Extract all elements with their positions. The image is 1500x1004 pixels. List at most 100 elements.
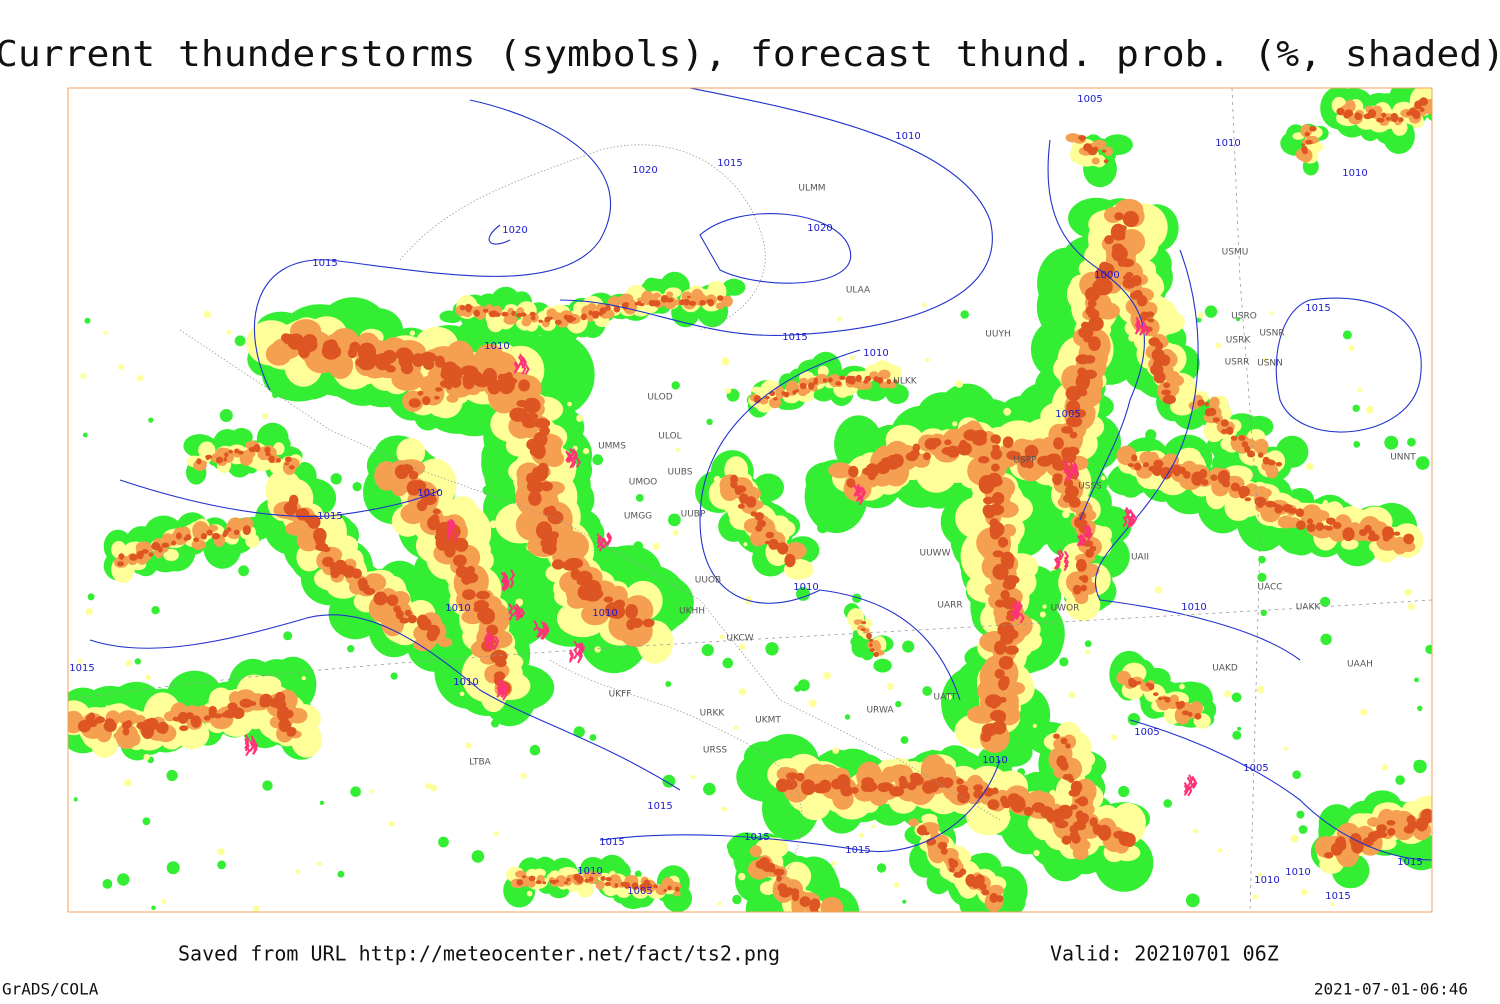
probability-speck [409, 330, 415, 336]
probability-cell [505, 372, 513, 381]
probability-cell [810, 886, 860, 912]
station-code: USNR [1259, 329, 1284, 339]
probability-cell [223, 457, 227, 462]
probability-cell [396, 438, 426, 467]
probability-speck [925, 357, 930, 362]
probability-cell [866, 632, 872, 640]
probability-cell [330, 345, 342, 358]
probability-cell [1309, 126, 1317, 132]
probability-cell [518, 379, 530, 392]
probability-cell [224, 452, 229, 458]
probability-cell [1239, 494, 1246, 499]
probability-cell [1161, 389, 1171, 396]
probability-speck [1305, 462, 1314, 471]
probability-cell [503, 314, 518, 325]
probability-speck [102, 879, 113, 889]
probability-speck [1320, 633, 1332, 645]
probability-cell [1085, 549, 1094, 558]
probability-cell [118, 553, 125, 560]
probability-cell [666, 297, 674, 303]
probability-cell [587, 315, 594, 322]
probability-speck [895, 700, 902, 708]
probability-cell [211, 532, 221, 540]
probability-cell [520, 312, 527, 317]
probability-speck [1063, 867, 1071, 874]
probability-cell [998, 696, 1007, 703]
probability-cell [765, 396, 770, 400]
station-code: ULAA [846, 286, 871, 296]
station-code: USRR [1225, 358, 1250, 368]
probability-cell [1305, 139, 1313, 145]
probability-cell [1336, 107, 1345, 116]
probability-cell [978, 456, 990, 464]
probability-cell [682, 298, 690, 306]
probability-cell [1167, 371, 1180, 379]
probability-cell [1403, 533, 1415, 545]
probability-speck [301, 676, 306, 681]
probability-cell [206, 529, 213, 536]
probability-cell [949, 866, 955, 873]
probability-speck [84, 317, 91, 324]
probability-cell [570, 317, 577, 321]
probability-speck [471, 850, 485, 863]
probability-speck [722, 657, 734, 669]
probability-cell [386, 594, 399, 607]
probability-cell [761, 862, 772, 872]
probability-cell [286, 709, 294, 719]
probability-cell [1204, 401, 1210, 407]
probability-cell [555, 879, 559, 883]
probability-speck [756, 747, 769, 760]
probability-cell [773, 868, 785, 876]
probability-cell [978, 475, 995, 494]
probability-speck [1260, 609, 1268, 616]
station-code: ULOD [647, 393, 672, 403]
probability-cell [1295, 508, 1305, 517]
probability-cell [1381, 112, 1387, 118]
probability-speck [1128, 334, 1136, 342]
probability-cell [423, 358, 435, 370]
probability-speck [1352, 404, 1360, 412]
isobar-label: 1010 [1215, 138, 1240, 149]
probability-cell [1222, 480, 1231, 488]
probability-cell [991, 787, 999, 795]
probability-cell [923, 452, 931, 461]
probability-cell [148, 552, 154, 557]
station-code: UUOB [695, 576, 721, 586]
probability-cell [899, 779, 909, 789]
probability-cell [540, 481, 553, 492]
probability-speck [482, 485, 493, 496]
probability-cell [1265, 464, 1279, 479]
probability-cell [268, 455, 275, 463]
station-code: UUBS [668, 468, 693, 478]
isobar-label: 1015 [1325, 891, 1350, 902]
probability-speck [1330, 902, 1335, 907]
probability-cell [434, 395, 440, 400]
probability-speck [1215, 342, 1222, 349]
probability-cell [1122, 210, 1139, 228]
probability-cell [1419, 107, 1425, 112]
probability-cell [1354, 113, 1363, 121]
probability-cell [1187, 712, 1193, 717]
probability-cell [1103, 159, 1109, 164]
probability-cell [233, 529, 240, 536]
probability-cell [588, 876, 594, 882]
probability-cell [940, 847, 948, 855]
probability-speck [902, 640, 915, 653]
isobar-label: 1010 [1181, 602, 1206, 613]
probability-speck [592, 454, 604, 466]
probability-cell [689, 300, 696, 306]
probability-speck [160, 700, 167, 708]
probability-speck [703, 782, 716, 796]
probability-speck [350, 786, 362, 797]
probability-cell [453, 554, 467, 567]
probability-cell [363, 587, 376, 595]
probability-speck [1084, 640, 1092, 648]
probability-cell [1046, 814, 1055, 823]
probability-cell [478, 607, 495, 625]
probability-cell [432, 508, 441, 515]
probability-speck [858, 832, 864, 838]
title: Current thunderstorms (symbols), forecas… [0, 34, 1500, 75]
probability-speck [390, 672, 398, 680]
probability-cell [967, 705, 997, 724]
